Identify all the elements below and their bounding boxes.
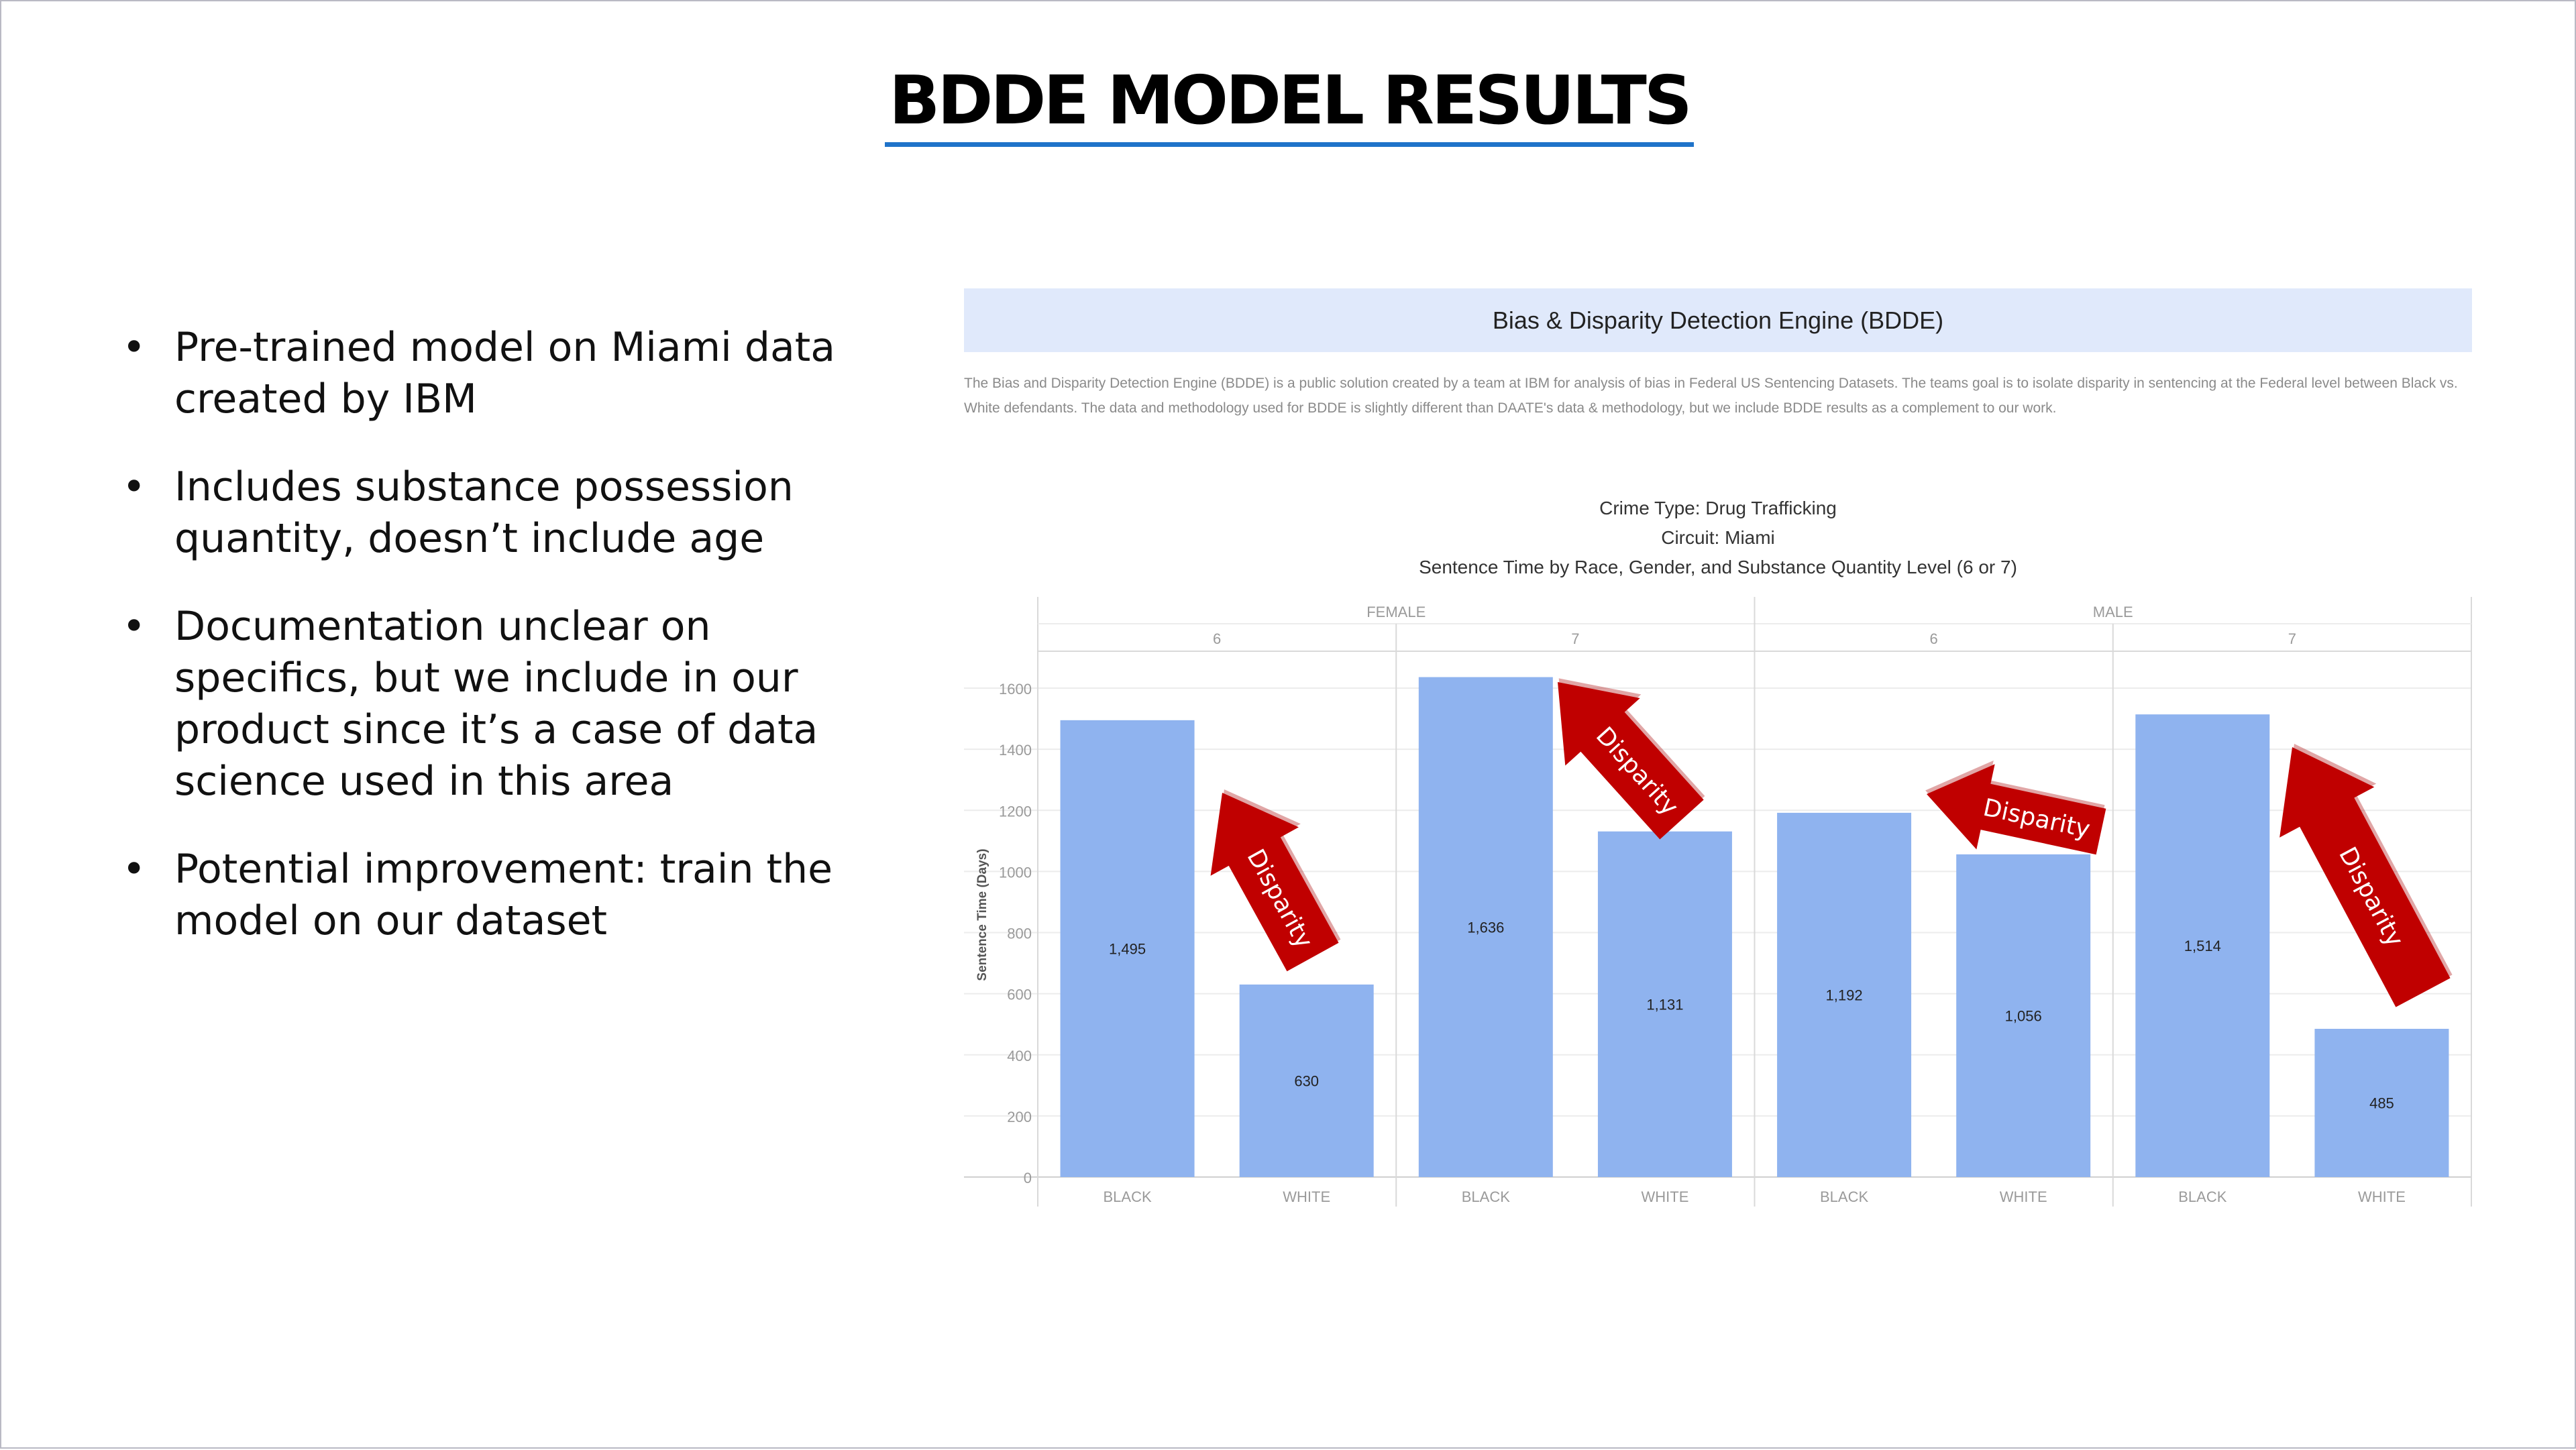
x-tick-label: WHITE [2358,1188,2406,1205]
y-tick-label: 1200 [999,803,1032,820]
bar-black [1418,677,1553,1177]
bullet-item: Pre-trained model on Miami data created … [122,322,887,425]
level-header: 6 [1930,630,1938,647]
bdde-banner: Bias & Disparity Detection Engine (BDDE) [964,288,2472,352]
arrow-shadow [1925,760,2105,851]
y-axis-label: Sentence Time (Days) [975,848,989,981]
bullet-item: Includes substance possession quantity, … [122,461,887,565]
disparity-label: Disparity [1242,845,1318,953]
bar-white [2314,1029,2449,1177]
disparity-label: Disparity [1591,722,1684,820]
disparity-arrow: Disparity [1557,678,1705,840]
level-header: 7 [2288,630,2296,647]
gender-header: MALE [2093,604,2133,620]
bullet-item: Potential improvement: train the model o… [122,844,887,947]
disparity-label: Disparity [1981,794,2093,844]
level-header: 6 [1213,630,1221,647]
arrow-shadow [2282,744,2453,1004]
disparity-arrow: Disparity [1925,760,2106,855]
x-tick-label: BLACK [1103,1188,1151,1205]
y-tick-label: 800 [1007,926,1032,942]
bar-white [1956,854,2091,1177]
slide-title: BDDE MODEL RESULTS [885,63,1694,147]
disparity-arrow: Disparity [2279,744,2453,1007]
y-tick-label: 400 [1007,1048,1032,1064]
data-label: 1,514 [2184,938,2221,954]
x-tick-label: WHITE [2000,1188,2047,1205]
chart-title-circuit: Circuit: Miami [1661,527,1775,548]
x-tick-label: BLACK [2178,1188,2226,1205]
bar-white [1239,984,1374,1177]
data-label: 1,056 [2005,1007,2042,1024]
y-tick-label: 1400 [999,742,1032,759]
chart-title-crime-type: Crime Type: Drug Trafficking [1599,498,1837,518]
level-header: 7 [1571,630,1579,647]
y-tick-label: 600 [1007,987,1032,1003]
bullet-list: Pre-trained model on Miami data created … [122,322,887,983]
data-label: 630 [1294,1072,1319,1089]
title-container: BDDE MODEL RESULTS [1,63,2576,147]
arrow-shape [2279,746,2451,1007]
data-label: 1,192 [1826,987,1863,1003]
y-tick-label: 1600 [999,681,1032,698]
chart-title-main: Sentence Time by Race, Gender, and Subst… [1419,557,2017,577]
bar-black [2135,714,2270,1177]
x-tick-label: BLACK [1462,1188,1510,1205]
arrow-shape [1210,792,1339,972]
data-label: 1,636 [1467,919,1504,936]
x-tick-label: WHITE [1283,1188,1330,1205]
arrow-shape [1557,682,1704,840]
y-tick-label: 0 [1024,1170,1032,1186]
bdde-description: The Bias and Disparity Detection Engine … [964,376,2458,416]
x-tick-label: WHITE [1641,1188,1688,1205]
disparity-arrow: Disparity [1210,789,1341,972]
bar-black [1060,720,1195,1177]
x-tick-label: BLACK [1820,1188,1868,1205]
arrow-shape [1926,764,2106,855]
data-label: 1,495 [1109,940,1146,957]
arrow-shadow [1558,678,1705,836]
bar-black [1777,812,1912,1177]
arrow-shadow [1212,789,1341,968]
bdde-banner-title: Bias & Disparity Detection Engine (BDDE) [1492,306,1944,334]
gender-header: FEMALE [1366,604,1426,620]
data-label: 1,131 [1646,996,1683,1013]
bar-white [1597,831,1732,1177]
bullet-item: Documentation unclear on specifics, but … [122,601,887,807]
y-tick-label: 200 [1007,1109,1032,1125]
y-tick-label: 1000 [999,864,1032,881]
disparity-label: Disparity [2333,842,2408,951]
data-label: 485 [2369,1095,2394,1112]
